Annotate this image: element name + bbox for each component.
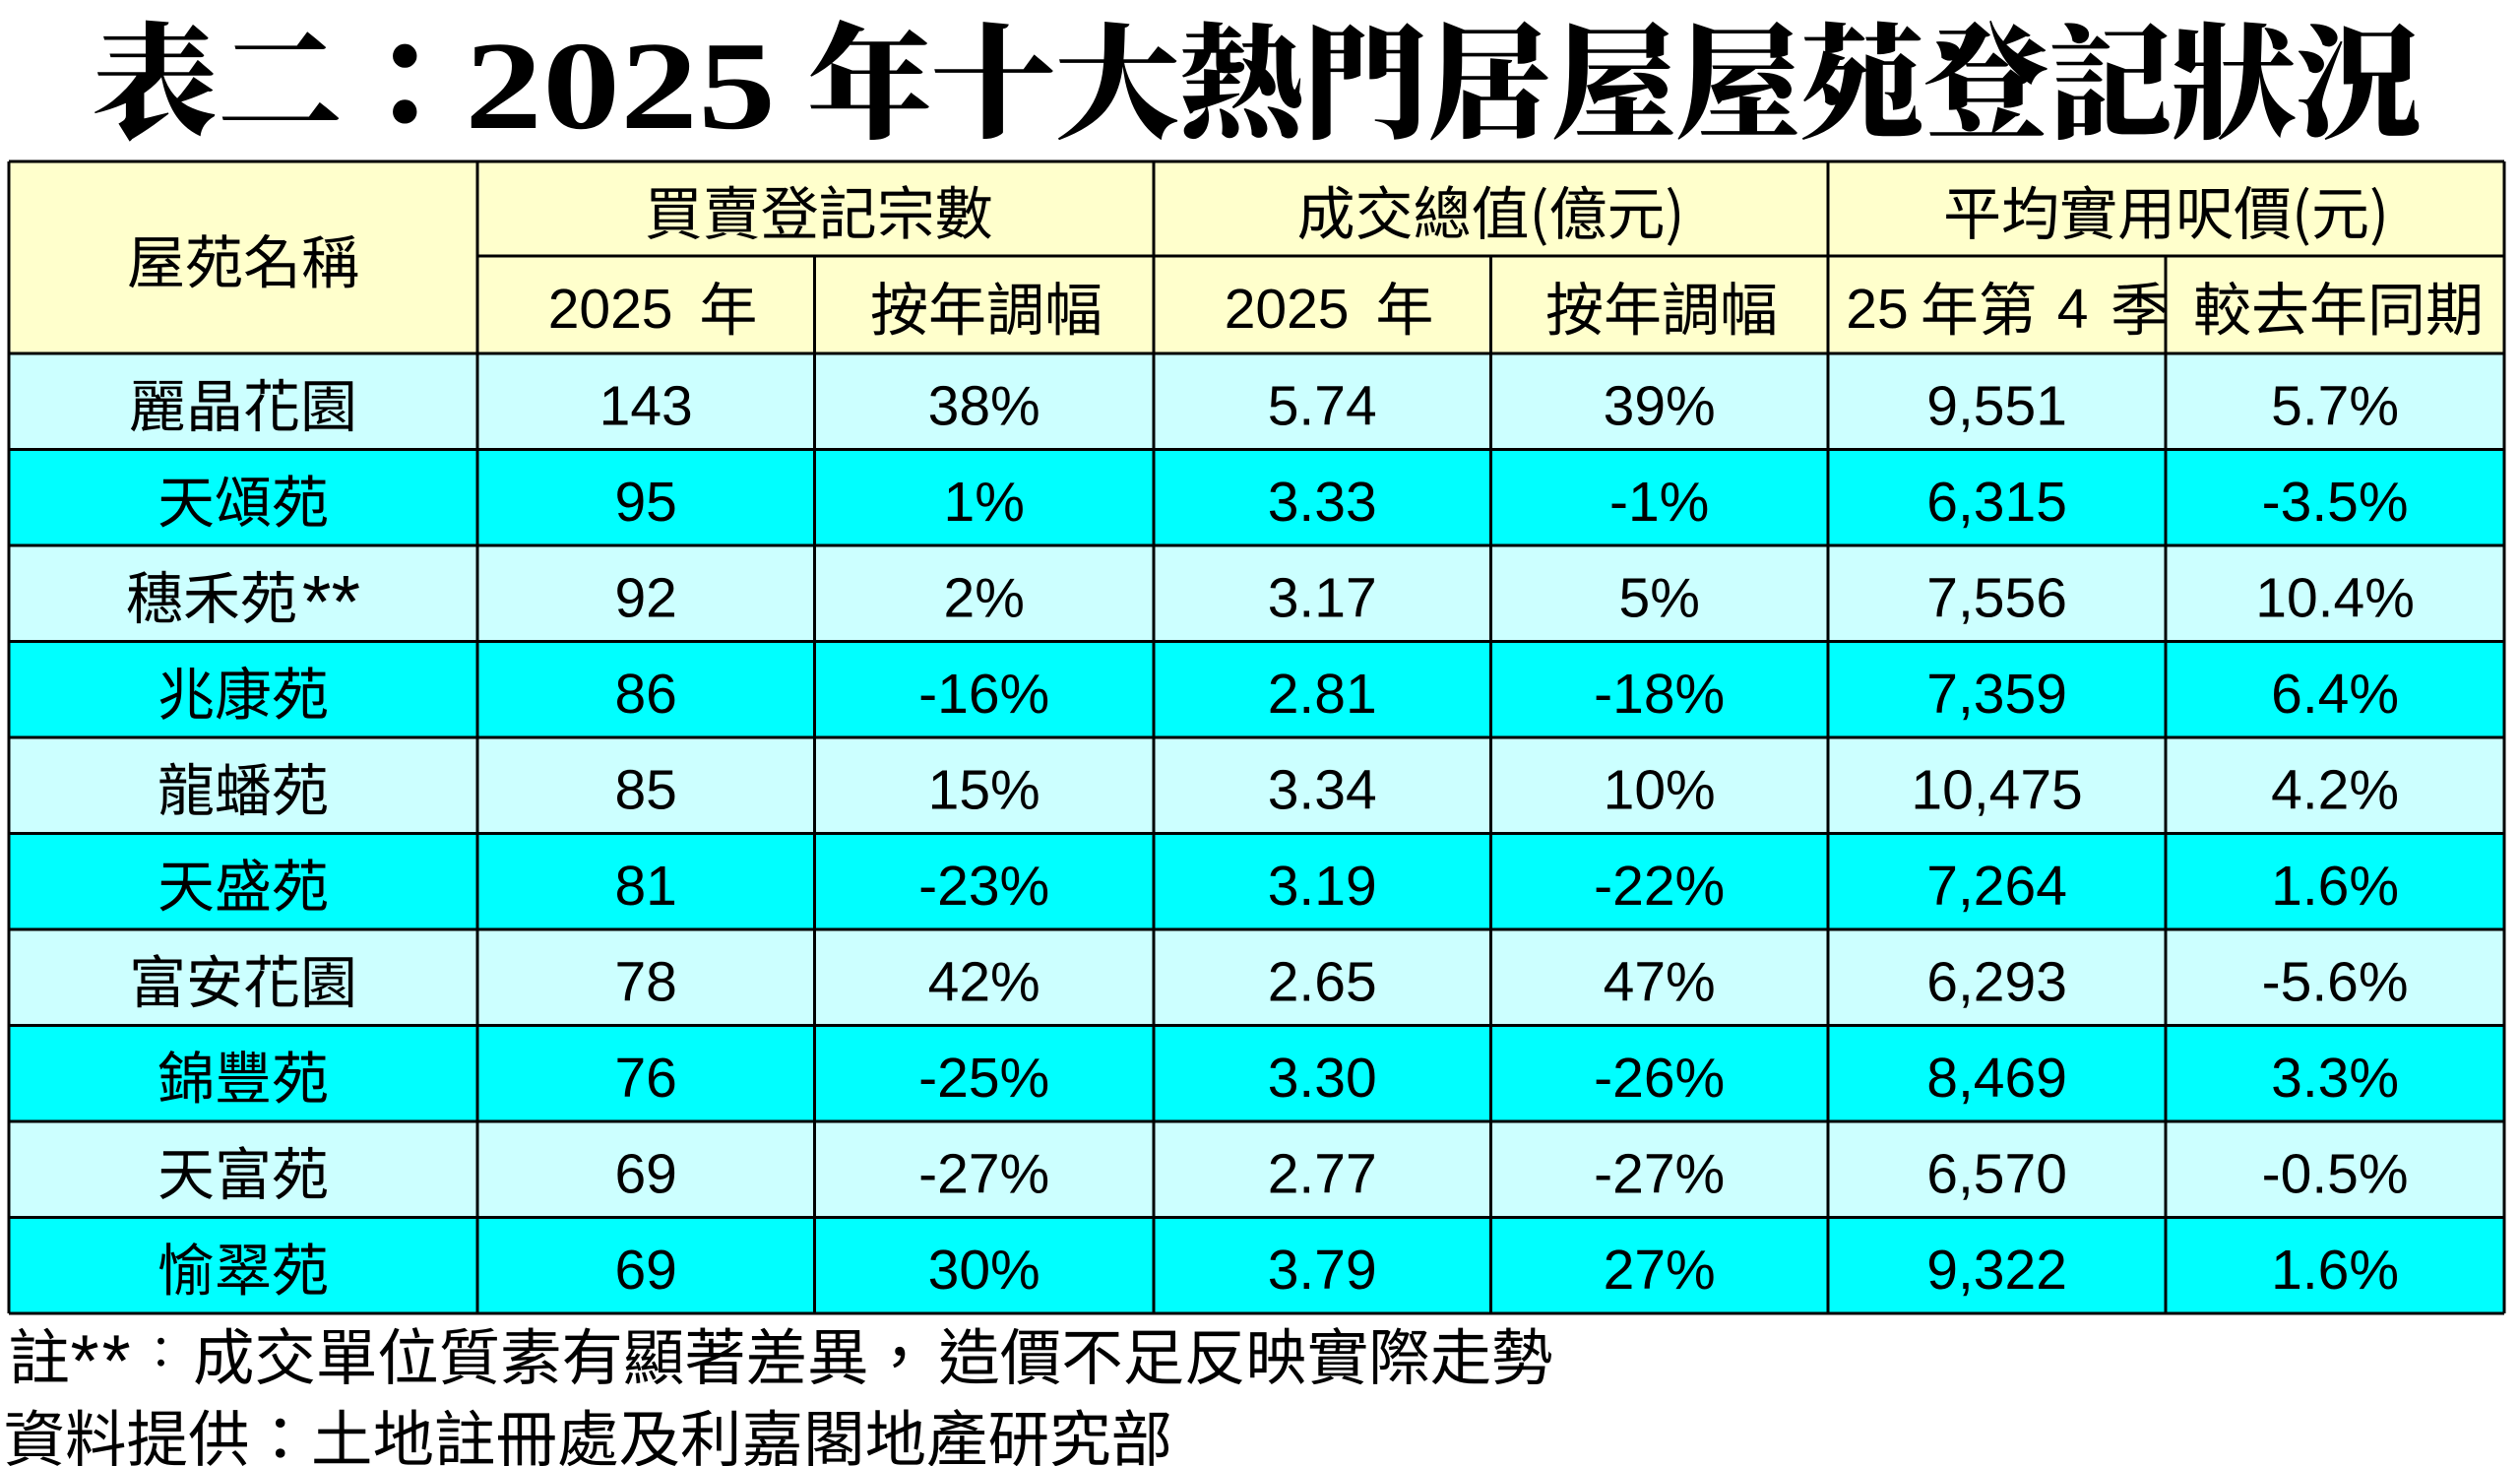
svg-text:7,359: 7,359 — [1926, 663, 2067, 726]
svg-text:5.74: 5.74 — [1268, 374, 1377, 437]
svg-text:15%: 15% — [928, 758, 1040, 821]
svg-text:38%: 38% — [928, 374, 1040, 437]
svg-text:-25%: -25% — [918, 1047, 1049, 1110]
svg-text:8,469: 8,469 — [1926, 1047, 2067, 1110]
svg-text:7,264: 7,264 — [1926, 855, 2067, 918]
svg-text:-27%: -27% — [1594, 1142, 1725, 1205]
svg-text:3.33: 3.33 — [1268, 471, 1377, 534]
svg-text:10.4%: 10.4% — [2255, 566, 2415, 629]
svg-text:3.19: 3.19 — [1268, 855, 1377, 918]
svg-text:85: 85 — [614, 758, 676, 821]
svg-text:2025: 2025 — [1225, 278, 1350, 341]
svg-text:-0.5%: -0.5% — [2262, 1142, 2409, 1205]
svg-text:10%: 10% — [1604, 758, 1716, 821]
svg-text:2.65: 2.65 — [1268, 950, 1377, 1013]
svg-text:3.17: 3.17 — [1268, 566, 1377, 629]
svg-text:10,475: 10,475 — [1911, 758, 2082, 821]
svg-text:69: 69 — [614, 1239, 676, 1302]
svg-text:3.30: 3.30 — [1268, 1047, 1377, 1110]
svg-text:9,322: 9,322 — [1926, 1239, 2067, 1302]
svg-text:42%: 42% — [928, 950, 1040, 1013]
svg-text:39%: 39% — [1604, 374, 1716, 437]
svg-text:6,293: 6,293 — [1926, 950, 2067, 1013]
svg-text:-3.5%: -3.5% — [2262, 471, 2409, 534]
svg-text:7,556: 7,556 — [1926, 566, 2067, 629]
svg-text:78: 78 — [614, 950, 676, 1013]
svg-text:143: 143 — [599, 374, 693, 437]
svg-text:-16%: -16% — [918, 663, 1049, 726]
svg-text:25: 25 — [1846, 278, 1908, 341]
svg-text:1%: 1% — [944, 471, 1025, 534]
svg-text:2.77: 2.77 — [1268, 1142, 1377, 1205]
svg-text:92: 92 — [614, 566, 676, 629]
svg-text:-26%: -26% — [1594, 1047, 1725, 1110]
svg-text:4.2%: 4.2% — [2271, 758, 2399, 821]
svg-text:6,315: 6,315 — [1926, 471, 2067, 534]
svg-text:2025: 2025 — [548, 278, 673, 341]
svg-text:**: ** — [302, 561, 360, 645]
svg-text:-1%: -1% — [1609, 471, 1709, 534]
svg-text:3.79: 3.79 — [1268, 1239, 1377, 1302]
svg-text:9,551: 9,551 — [1926, 374, 2067, 437]
svg-text:69: 69 — [614, 1142, 676, 1205]
svg-text:76: 76 — [614, 1047, 676, 1110]
svg-text:-27%: -27% — [918, 1142, 1049, 1205]
svg-text:95: 95 — [614, 471, 676, 534]
svg-text:6,570: 6,570 — [1926, 1142, 2067, 1205]
svg-text:27%: 27% — [1604, 1239, 1716, 1302]
svg-text:1.6%: 1.6% — [2271, 855, 2399, 918]
svg-text:1.6%: 1.6% — [2271, 1239, 2399, 1302]
svg-text:81: 81 — [614, 855, 676, 918]
svg-text:-23%: -23% — [918, 855, 1049, 918]
svg-text:4: 4 — [2057, 278, 2089, 341]
svg-text:5%: 5% — [1619, 566, 1700, 629]
svg-text:47%: 47% — [1604, 950, 1716, 1013]
svg-text:-5.6%: -5.6% — [2262, 950, 2409, 1013]
svg-text:86: 86 — [614, 663, 676, 726]
svg-text:2%: 2% — [944, 566, 1025, 629]
svg-text:6.4%: 6.4% — [2271, 663, 2399, 726]
svg-text:-22%: -22% — [1594, 855, 1725, 918]
svg-text:2.81: 2.81 — [1268, 663, 1377, 726]
svg-text:3.3%: 3.3% — [2271, 1047, 2399, 1110]
svg-text:3.34: 3.34 — [1268, 758, 1377, 821]
svg-text:-18%: -18% — [1594, 663, 1725, 726]
svg-text:30%: 30% — [928, 1239, 1040, 1302]
svg-text:5.7%: 5.7% — [2271, 374, 2399, 437]
